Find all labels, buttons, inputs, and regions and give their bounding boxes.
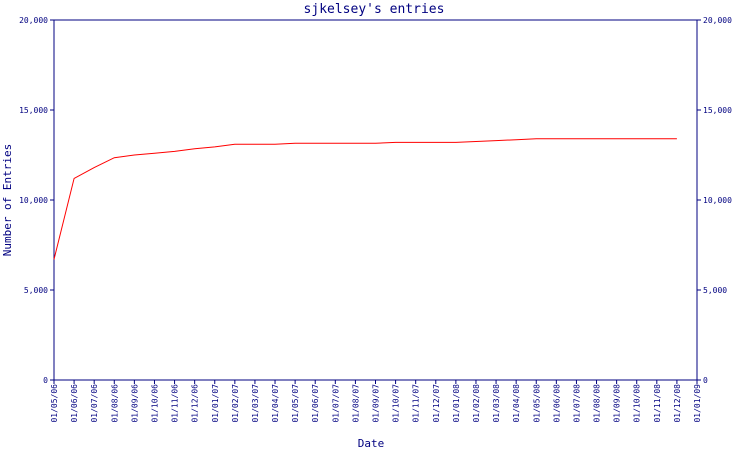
y-tick-label-right: 15,000: [703, 106, 732, 115]
chart-title: sjkelsey's entries: [304, 2, 445, 17]
y-axis-label: Number of Entries: [1, 144, 14, 257]
x-tick-label: 01/09/07: [372, 384, 381, 423]
x-tick-label: 01/08/08: [593, 384, 602, 423]
y-tick-label-left: 15,000: [19, 106, 48, 115]
y-tick-label-right: 10,000: [703, 196, 732, 205]
x-tick-label: 01/03/07: [251, 384, 260, 423]
x-tick-label: 01/01/08: [452, 384, 461, 423]
y-ticks-left: 0 5,000 10,000 15,000 20,000: [19, 16, 54, 385]
axes: [53, 19, 698, 381]
x-tick-label: 01/03/08: [492, 384, 501, 423]
x-tick-label: 01/04/07: [271, 384, 280, 423]
y-tick-label-left: 0: [43, 376, 48, 385]
x-tick-label: 01/01/07: [211, 384, 220, 423]
y-tick-label-right: 5,000: [703, 286, 727, 295]
x-tick-label: 01/02/07: [231, 384, 240, 423]
x-tick-label: 01/01/09: [693, 384, 702, 423]
x-ticks: 01/05/06 01/06/06 01/07/06 01/08/06 01/09/06…: [50, 380, 702, 423]
x-tick-label: 01/12/07: [432, 384, 441, 423]
y-tick-label-right: 20,000: [703, 16, 732, 25]
series-line-entries: [53, 138, 677, 260]
y-tick-label-left: 10,000: [19, 196, 48, 205]
x-tick-label: 01/06/08: [552, 384, 561, 423]
x-tick-label: 01/05/06: [50, 384, 59, 423]
x-tick-label: 01/12/06: [191, 384, 200, 423]
x-tick-label: 01/07/06: [90, 384, 99, 423]
y-tick-label-left: 5,000: [24, 286, 48, 295]
x-tick-label: 01/06/06: [70, 384, 79, 423]
x-tick-label: 01/06/07: [311, 384, 320, 423]
x-tick-label: 01/05/08: [532, 384, 541, 423]
y-tick-label-right: 0: [703, 376, 708, 385]
series-layer: [53, 138, 677, 260]
x-tick-label: 01/11/08: [653, 384, 662, 423]
x-tick-label: 01/04/08: [512, 384, 521, 423]
x-tick-label: 01/08/06: [110, 384, 119, 423]
x-tick-label: 01/10/08: [633, 384, 642, 423]
x-tick-label: 01/12/08: [673, 384, 682, 423]
x-tick-label: 01/10/07: [392, 384, 401, 423]
y-ticks-right: 0 5,000 10,000 15,000 20,000: [697, 16, 732, 385]
x-tick-label: 01/11/07: [412, 384, 421, 423]
x-tick-label: 01/11/06: [171, 384, 180, 423]
x-tick-label: 01/09/08: [613, 384, 622, 423]
y-tick-label-left: 20,000: [19, 16, 48, 25]
x-tick-label: 01/07/08: [572, 384, 581, 423]
x-tick-label: 01/02/08: [472, 384, 481, 423]
x-tick-label: 01/10/06: [150, 384, 159, 423]
x-tick-label: 01/08/07: [351, 384, 360, 423]
x-axis-label: Date: [358, 437, 385, 450]
x-tick-label: 01/05/07: [291, 384, 300, 423]
x-tick-label: 01/07/07: [331, 384, 340, 423]
x-tick-label: 01/09/06: [130, 384, 139, 423]
